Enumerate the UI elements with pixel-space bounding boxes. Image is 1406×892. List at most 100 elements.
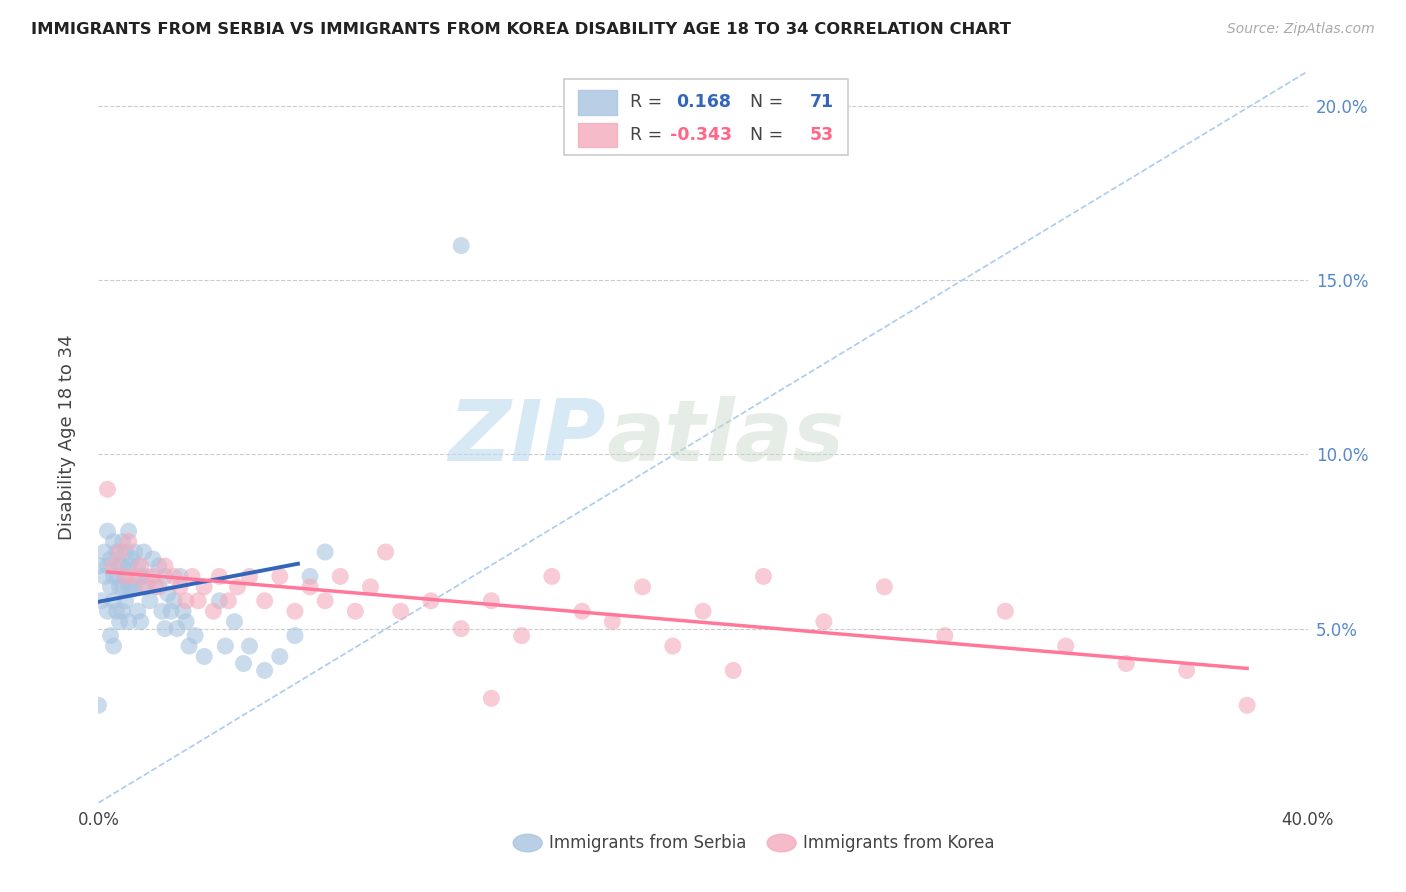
Point (631, 580, 654, 594)
Point (111, 580, 134, 594)
Point (135, 580, 157, 594)
Point (142, 552, 165, 566)
Point (269, 569, 291, 583)
Point (124, 545, 146, 559)
Point (121, 552, 143, 566)
Y-axis label: Disability Age 18 to 34: Disability Age 18 to 34 (58, 334, 76, 540)
Point (1236, 698, 1258, 713)
Point (723, 664, 745, 678)
Point (994, 604, 1017, 618)
Point (111, 604, 134, 618)
Point (96, 604, 118, 618)
Point (253, 594, 276, 608)
Point (150, 604, 173, 618)
Point (181, 569, 204, 583)
Point (124, 580, 146, 594)
Point (93, 545, 115, 559)
Point (163, 569, 186, 583)
Point (139, 594, 162, 608)
Point (108, 558, 131, 573)
Point (873, 580, 896, 594)
Point (166, 622, 188, 636)
Point (87, 698, 110, 713)
Point (813, 615, 835, 629)
Point (169, 580, 191, 594)
Point (96, 558, 118, 573)
Point (118, 534, 141, 549)
Point (103, 534, 125, 549)
Point (253, 664, 276, 678)
Point (208, 569, 231, 583)
Point (105, 604, 128, 618)
Point (118, 580, 141, 594)
Point (172, 604, 194, 618)
Point (374, 545, 396, 559)
Point (118, 615, 141, 629)
Point (193, 649, 215, 664)
Point (129, 569, 152, 583)
Point (156, 587, 179, 601)
Point (232, 657, 254, 671)
Point (214, 639, 236, 653)
Point (174, 615, 197, 629)
Text: 0.168: 0.168 (676, 94, 731, 112)
Text: 53: 53 (810, 126, 834, 144)
Point (142, 569, 165, 583)
Point (127, 558, 149, 573)
Point (145, 580, 167, 594)
Circle shape (768, 834, 796, 852)
Text: R =: R = (630, 94, 668, 112)
Text: N =: N = (740, 126, 789, 144)
Point (118, 558, 141, 573)
Text: R =: R = (630, 126, 668, 144)
Point (111, 534, 134, 549)
Point (114, 569, 136, 583)
Point (239, 639, 262, 653)
Point (450, 238, 472, 252)
Point (129, 615, 152, 629)
Point (184, 629, 207, 643)
Point (160, 604, 183, 618)
Point (752, 569, 775, 583)
Text: Immigrants from Serbia: Immigrants from Serbia (550, 834, 747, 852)
Point (314, 594, 336, 608)
Point (103, 569, 125, 583)
Point (153, 622, 176, 636)
Point (226, 580, 249, 594)
Point (602, 615, 624, 629)
Point (135, 569, 157, 583)
Text: 71: 71 (810, 94, 834, 112)
Point (1115, 657, 1137, 671)
Point (481, 594, 503, 608)
Point (692, 604, 714, 618)
Point (108, 615, 131, 629)
Point (100, 629, 122, 643)
Text: atlas: atlas (606, 395, 845, 479)
Point (1175, 664, 1198, 678)
Point (1054, 639, 1077, 653)
FancyBboxPatch shape (578, 122, 617, 146)
Point (108, 580, 131, 594)
Point (329, 569, 352, 583)
Point (179, 639, 201, 653)
Point (114, 594, 136, 608)
Point (127, 604, 149, 618)
Point (129, 558, 152, 573)
Point (105, 569, 128, 583)
Point (217, 594, 239, 608)
Point (114, 569, 136, 583)
Point (284, 629, 307, 643)
Point (103, 558, 125, 573)
Point (108, 545, 131, 559)
Text: -0.343: -0.343 (671, 126, 733, 144)
Point (193, 580, 215, 594)
Point (100, 552, 122, 566)
Point (661, 639, 683, 653)
Circle shape (513, 834, 543, 852)
Point (571, 604, 593, 618)
Point (208, 594, 231, 608)
Point (224, 615, 246, 629)
Text: N =: N = (740, 94, 789, 112)
Text: IMMIGRANTS FROM SERBIA VS IMMIGRANTS FROM KOREA DISABILITY AGE 18 TO 34 CORRELAT: IMMIGRANTS FROM SERBIA VS IMMIGRANTS FRO… (31, 22, 1011, 37)
Point (90, 594, 112, 608)
